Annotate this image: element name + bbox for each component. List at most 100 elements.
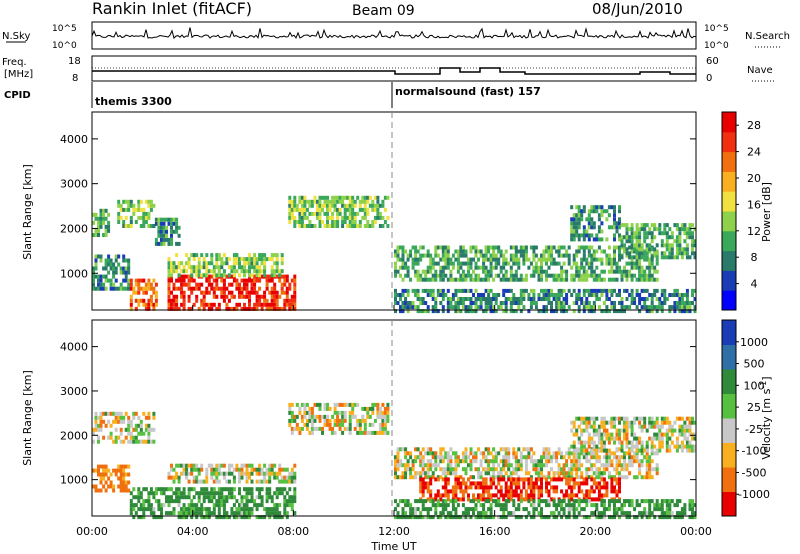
heatmap-cell — [590, 440, 594, 445]
heatmap-cell — [580, 217, 584, 222]
heatmap-cell — [416, 309, 420, 314]
heatmap-cell — [655, 288, 659, 293]
heatmap-cell — [177, 491, 181, 496]
heatmap-cell — [212, 491, 216, 496]
heatmap-cell — [655, 467, 659, 472]
heatmap-cell — [451, 503, 455, 508]
heatmap-cell — [451, 499, 455, 504]
heatmap-cell — [595, 451, 599, 456]
heatmap-cell — [175, 491, 179, 496]
heatmap-cell — [504, 301, 508, 305]
heatmap-cell — [434, 245, 438, 250]
heatmap-cell — [590, 455, 594, 460]
heatmap-cell — [479, 459, 483, 464]
heatmap-cell — [691, 301, 694, 305]
heatmap-cell — [592, 253, 596, 258]
heatmap-cell — [351, 224, 355, 228]
heatmap-cell — [602, 269, 606, 274]
heatmap-cell — [444, 245, 448, 250]
heatmap-cell — [300, 203, 304, 208]
heatmap-cell — [509, 497, 513, 502]
heatmap-cell — [590, 503, 594, 508]
heatmap-cell — [645, 451, 649, 456]
heatmap-cell — [643, 257, 647, 262]
heatmap-cell — [348, 207, 352, 212]
heatmap-cell — [303, 422, 307, 427]
heatmap-cell — [499, 493, 503, 498]
heatmap-cell — [633, 243, 637, 248]
heatmap-cell — [572, 440, 576, 445]
heatmap-cell — [509, 297, 513, 301]
heatmap-cell — [258, 278, 262, 283]
heatmap-cell — [232, 306, 236, 311]
heatmap-cell — [623, 511, 626, 516]
heatmap-cell — [316, 414, 319, 419]
heatmap-cell — [243, 257, 246, 262]
heatmap-cell — [227, 273, 231, 278]
heatmap-cell — [635, 261, 639, 266]
heatmap-cell — [467, 477, 470, 482]
heatmap-cell — [625, 288, 629, 293]
heatmap-cell — [489, 451, 493, 456]
heatmap-cell — [429, 499, 433, 504]
heatmap-cell — [653, 249, 657, 254]
heatmap-cell — [577, 451, 581, 456]
heatmap-cell — [157, 499, 161, 504]
heatmap-cell — [655, 499, 659, 504]
heatmap-cell — [635, 475, 639, 480]
heatmap-cell — [625, 499, 629, 504]
heatmap-cell — [240, 507, 244, 512]
heatmap-cell — [658, 444, 662, 449]
heatmap-cell — [645, 277, 649, 282]
power-ylabel: Slant Range [km] — [21, 164, 34, 260]
heatmap-cell — [117, 254, 121, 259]
heatmap-cell — [394, 293, 397, 297]
heatmap-cell — [653, 253, 657, 258]
heatmap-cell — [210, 253, 214, 258]
heatmap-cell — [177, 495, 181, 500]
heatmap-cell — [152, 224, 156, 228]
heatmap-cell — [691, 432, 694, 437]
heatmap-cell — [253, 290, 257, 295]
heatmap-cell — [378, 215, 382, 220]
heatmap-cell — [580, 444, 584, 449]
heatmap-cell — [645, 463, 649, 468]
heatmap-cell — [217, 515, 221, 520]
heatmap-cell — [288, 410, 292, 415]
heatmap-cell — [230, 507, 234, 512]
heatmap-cell — [557, 447, 561, 452]
heatmap-cell — [456, 265, 460, 270]
heatmap-cell — [502, 511, 506, 516]
heatmap-cell — [258, 491, 262, 496]
heatmap-cell — [394, 459, 397, 464]
heatmap-cell — [640, 424, 644, 429]
heatmap-cell — [479, 503, 483, 508]
heatmap-cell — [464, 249, 468, 254]
nsky-right-bottom: 10^0 — [704, 41, 729, 51]
heatmap-cell — [613, 253, 616, 258]
heatmap-cell — [371, 406, 375, 411]
heatmap-cell — [542, 515, 546, 520]
heatmap-cell — [195, 253, 199, 258]
heatmap-cell — [542, 305, 546, 310]
heatmap-cell — [195, 273, 199, 278]
heatmap-cell — [240, 294, 244, 299]
heatmap-cell — [421, 309, 425, 314]
heatmap-cell — [99, 415, 103, 420]
heatmap-cell — [524, 288, 528, 293]
heatmap-cell — [129, 423, 133, 428]
heatmap-cell — [628, 503, 632, 508]
heatmap-cell — [328, 207, 332, 212]
heatmap-cell — [643, 301, 647, 305]
heatmap-cell — [459, 245, 463, 250]
heatmap-cell — [421, 507, 425, 512]
heatmap-cell — [404, 463, 408, 468]
heatmap-cell — [623, 309, 626, 314]
heatmap-cell — [648, 459, 652, 464]
heatmap-cell — [489, 253, 493, 258]
heatmap-cell — [243, 265, 246, 270]
heatmap-cell — [464, 447, 468, 452]
heatmap-cell — [283, 495, 287, 500]
heatmap-cell — [615, 269, 619, 274]
heatmap-cell — [461, 489, 465, 494]
